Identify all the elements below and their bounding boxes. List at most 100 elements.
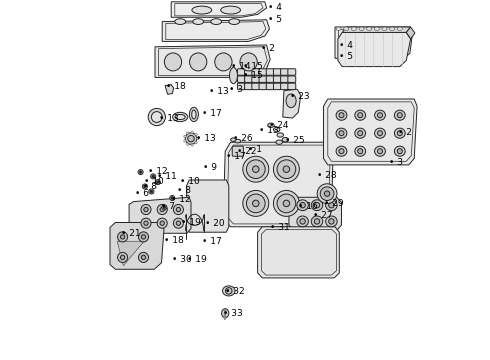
Ellipse shape xyxy=(246,194,265,213)
Polygon shape xyxy=(342,27,411,32)
Ellipse shape xyxy=(377,149,383,154)
Ellipse shape xyxy=(144,185,147,188)
Ellipse shape xyxy=(374,110,386,120)
Ellipse shape xyxy=(173,204,183,215)
FancyBboxPatch shape xyxy=(245,83,252,90)
Ellipse shape xyxy=(397,27,402,31)
Text: • 19: • 19 xyxy=(181,218,201,227)
FancyBboxPatch shape xyxy=(266,76,274,82)
Ellipse shape xyxy=(276,140,282,144)
Text: • 26: • 26 xyxy=(233,134,253,143)
Text: • 9: • 9 xyxy=(202,163,217,172)
Polygon shape xyxy=(338,32,411,67)
Ellipse shape xyxy=(155,180,160,185)
FancyBboxPatch shape xyxy=(245,69,252,75)
FancyBboxPatch shape xyxy=(288,69,296,75)
Ellipse shape xyxy=(282,138,289,142)
Text: • 19: • 19 xyxy=(187,255,207,264)
Polygon shape xyxy=(171,2,267,17)
FancyBboxPatch shape xyxy=(281,69,289,75)
Text: • 21: • 21 xyxy=(121,230,141,238)
Ellipse shape xyxy=(144,207,148,212)
Ellipse shape xyxy=(231,138,236,141)
Text: • 30: • 30 xyxy=(172,255,192,264)
Ellipse shape xyxy=(367,27,372,31)
Ellipse shape xyxy=(149,189,154,194)
FancyBboxPatch shape xyxy=(281,83,289,90)
Ellipse shape xyxy=(187,132,189,134)
Text: • 3: • 3 xyxy=(229,85,243,94)
Text: • 15: • 15 xyxy=(243,71,263,80)
Ellipse shape xyxy=(157,204,167,215)
Text: • 12: • 12 xyxy=(148,166,168,175)
Ellipse shape xyxy=(336,128,347,138)
Ellipse shape xyxy=(215,53,232,71)
Ellipse shape xyxy=(151,174,156,179)
Ellipse shape xyxy=(297,200,308,211)
Ellipse shape xyxy=(188,135,194,142)
Polygon shape xyxy=(258,227,339,278)
Text: • 5: • 5 xyxy=(269,15,282,24)
Text: • 25: • 25 xyxy=(285,136,304,145)
Ellipse shape xyxy=(355,128,366,138)
Ellipse shape xyxy=(326,216,337,227)
Text: • 14: • 14 xyxy=(231,62,251,71)
Ellipse shape xyxy=(277,133,284,137)
Ellipse shape xyxy=(118,232,127,242)
Ellipse shape xyxy=(189,107,198,122)
Ellipse shape xyxy=(317,184,337,204)
Text: • 13: • 13 xyxy=(196,134,216,143)
Ellipse shape xyxy=(152,175,155,178)
Polygon shape xyxy=(283,89,301,118)
Text: • 18: • 18 xyxy=(166,82,186,91)
Ellipse shape xyxy=(143,184,147,189)
Ellipse shape xyxy=(195,141,197,144)
Polygon shape xyxy=(289,197,342,230)
Ellipse shape xyxy=(397,131,402,136)
Ellipse shape xyxy=(358,149,363,154)
Ellipse shape xyxy=(314,202,319,208)
Text: • 29: • 29 xyxy=(324,199,344,208)
Ellipse shape xyxy=(192,110,196,119)
FancyBboxPatch shape xyxy=(252,83,260,90)
Ellipse shape xyxy=(170,195,175,201)
Ellipse shape xyxy=(374,27,379,31)
Polygon shape xyxy=(110,222,164,269)
Polygon shape xyxy=(323,99,417,165)
Ellipse shape xyxy=(355,110,366,120)
FancyBboxPatch shape xyxy=(266,83,274,90)
Ellipse shape xyxy=(164,53,182,71)
Text: • 17: • 17 xyxy=(202,109,221,118)
Text: • 6: • 6 xyxy=(135,189,149,198)
Ellipse shape xyxy=(336,146,347,156)
Ellipse shape xyxy=(175,114,185,120)
Text: • 18: • 18 xyxy=(164,236,184,245)
Ellipse shape xyxy=(121,255,125,260)
Ellipse shape xyxy=(283,200,290,207)
Ellipse shape xyxy=(141,204,151,215)
Polygon shape xyxy=(162,20,270,41)
Ellipse shape xyxy=(144,221,148,225)
Ellipse shape xyxy=(229,19,240,24)
Ellipse shape xyxy=(311,200,323,211)
Ellipse shape xyxy=(359,27,364,31)
Ellipse shape xyxy=(252,166,259,172)
Text: • 3: • 3 xyxy=(389,158,403,167)
Ellipse shape xyxy=(139,232,148,242)
FancyBboxPatch shape xyxy=(259,69,267,75)
FancyBboxPatch shape xyxy=(288,76,296,82)
FancyBboxPatch shape xyxy=(252,76,260,82)
Text: • 32: • 32 xyxy=(225,287,245,296)
FancyBboxPatch shape xyxy=(232,146,244,156)
Ellipse shape xyxy=(300,202,305,208)
FancyBboxPatch shape xyxy=(273,76,281,82)
Polygon shape xyxy=(187,180,229,232)
Ellipse shape xyxy=(339,131,344,136)
Ellipse shape xyxy=(286,94,296,108)
Ellipse shape xyxy=(382,27,387,31)
Ellipse shape xyxy=(139,252,148,262)
Ellipse shape xyxy=(240,53,257,71)
Ellipse shape xyxy=(225,288,232,294)
Ellipse shape xyxy=(243,190,269,216)
Ellipse shape xyxy=(184,140,186,142)
